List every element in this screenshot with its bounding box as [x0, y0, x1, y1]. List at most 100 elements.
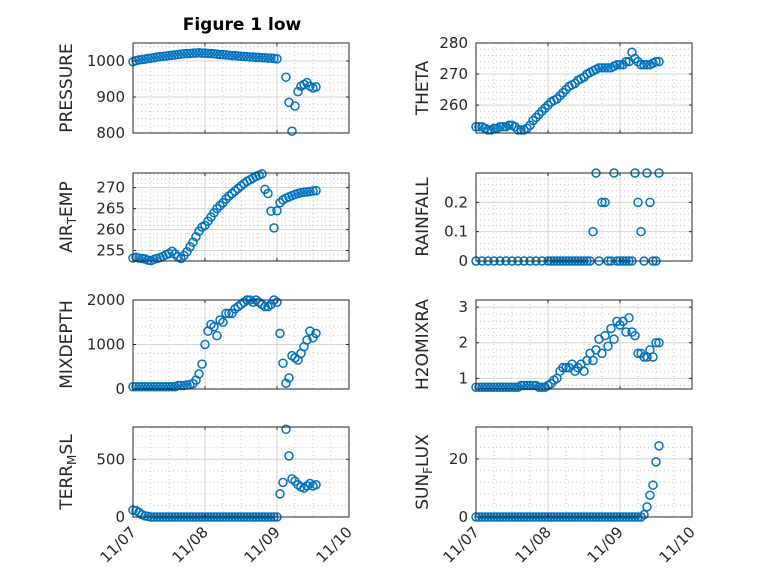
subplot-mixdepth: 0 1000 2000 MIXDEPTH [57, 291, 350, 398]
x-tick-label: 11/10 [656, 523, 699, 566]
data-point [233, 183, 243, 194]
data-point [579, 366, 589, 376]
data-point [636, 226, 646, 237]
data-point [579, 72, 589, 82]
data-point [311, 82, 321, 92]
subplot-terr-msl: 0 500 11/07 11/08 11/09 11/10 TERRMSL [57, 424, 356, 566]
y-tick-label: 2 [458, 334, 468, 352]
x-tick-label: 11/10 [313, 523, 356, 566]
data-point [600, 330, 610, 341]
data-point [275, 198, 285, 208]
data-point [642, 59, 652, 70]
data-point [639, 509, 649, 520]
data-point [642, 502, 652, 512]
data-point [474, 122, 484, 132]
data-point [215, 200, 225, 211]
data-point [182, 48, 192, 59]
figure-title: Figure 1 low [183, 15, 302, 35]
subplot-h2omixra: 1 2 3 H2OMIXRA [413, 298, 693, 392]
data-point [197, 359, 207, 369]
data-point [480, 382, 490, 392]
data-point [588, 355, 598, 366]
data-point [155, 382, 165, 392]
data-point [654, 441, 664, 451]
data-point [140, 382, 150, 392]
data-point [486, 382, 496, 392]
data-point [597, 63, 607, 73]
data-point [278, 477, 288, 488]
y-axis-label: AIRTEMP [57, 181, 79, 252]
data-point [654, 337, 664, 348]
data-point [624, 313, 634, 323]
data-point [188, 237, 198, 247]
data-point [594, 63, 604, 73]
y-tick-label: 20 [449, 450, 468, 468]
data-point [645, 197, 655, 208]
data-point [284, 373, 294, 383]
data-point [570, 78, 580, 89]
data-point [257, 169, 267, 179]
data-point [597, 348, 607, 359]
data-point [504, 382, 514, 392]
y-tick-label: 0 [115, 508, 125, 526]
data-point [561, 84, 571, 95]
subplot-theta: 260 270 280 THETA [413, 34, 693, 135]
data-point [534, 382, 544, 392]
data-point [281, 378, 291, 388]
axes-frame [132, 42, 350, 134]
data-point [284, 451, 294, 461]
data-point [621, 327, 631, 337]
data-point [224, 191, 234, 201]
data-point [555, 91, 565, 101]
data-point [552, 94, 562, 104]
data-point [636, 59, 646, 70]
y-axis-label: MIXDEPTH [57, 300, 77, 389]
y-axis-label: PRESSURE [57, 43, 77, 132]
data-point [477, 382, 487, 392]
data-point [504, 120, 514, 130]
data-point [612, 59, 622, 70]
data-point [513, 125, 523, 135]
data-point [215, 49, 225, 60]
data-point [630, 330, 640, 341]
data-point [525, 120, 535, 130]
data-point [221, 194, 231, 204]
data-point [648, 480, 658, 490]
y-tick-label: 265 [96, 200, 125, 218]
data-point [633, 197, 643, 208]
x-tick-label: 11/07 [97, 523, 140, 566]
data-point [537, 382, 547, 392]
y-tick-label: 900 [96, 88, 125, 106]
data-point [263, 188, 273, 199]
y-tick-label: 260 [96, 221, 125, 239]
y-tick-label: 3 [458, 298, 468, 316]
axes-frame [475, 299, 693, 390]
data-point [630, 53, 640, 64]
data-point [558, 362, 568, 373]
data-point [278, 358, 288, 368]
data-point [251, 52, 261, 63]
y-axis-label: H2OMIXRA [413, 299, 433, 390]
data-point [272, 205, 282, 216]
data-point [188, 48, 198, 58]
axes-frame [475, 42, 693, 134]
data-point [212, 330, 222, 341]
data-point [543, 100, 553, 110]
data-point [245, 52, 255, 62]
data-point [302, 335, 312, 345]
data-point [203, 48, 213, 59]
x-tick-label: 11/07 [440, 523, 483, 566]
data-point [483, 382, 493, 392]
subplot-sun-flux: 0 20 11/07 11/08 11/09 11/10 SUNFLUX [413, 426, 699, 566]
data-point [158, 382, 168, 392]
x-tick-label: 11/09 [584, 523, 627, 566]
data-point [531, 112, 541, 123]
data-point [609, 334, 619, 344]
data-point [161, 382, 171, 392]
data-point [311, 479, 321, 490]
data-point [200, 339, 210, 350]
data-point [483, 125, 493, 135]
data-point [149, 382, 159, 392]
data-point [600, 197, 610, 208]
